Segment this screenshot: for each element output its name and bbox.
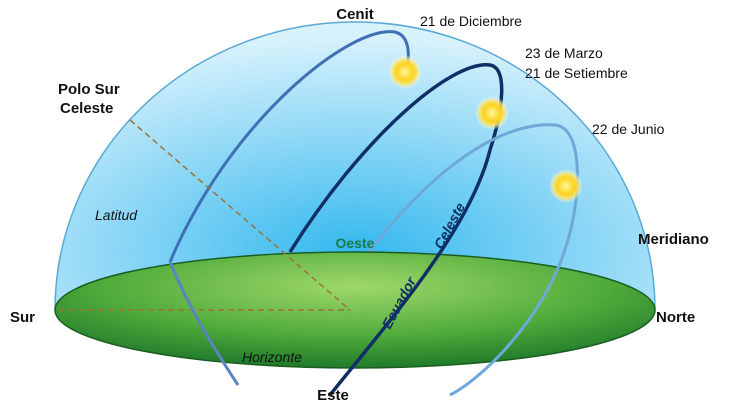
label-latitude: Latitud	[95, 207, 138, 223]
horizon-plane	[54, 251, 656, 369]
label-south: Sur	[10, 309, 35, 326]
label-meridian: Meridiano	[638, 231, 709, 248]
label-north: Norte	[656, 309, 695, 326]
sun-equinox	[475, 96, 509, 130]
label-september: 21 de Setiembre	[525, 65, 628, 81]
label-west: Oeste	[336, 235, 375, 251]
label-east: Este	[317, 387, 349, 404]
sky-dome	[54, 21, 656, 311]
label-horizon: Horizonte	[242, 349, 302, 365]
label-south-pole-2: Celeste	[60, 100, 113, 117]
path-december-front	[168, 261, 240, 386]
latitude-line	[129, 119, 351, 311]
sun-june	[549, 169, 583, 203]
label-march: 23 de Marzo	[525, 45, 603, 61]
path-june-front	[449, 239, 570, 397]
path-december	[168, 30, 410, 263]
path-equator-front	[328, 149, 492, 397]
sun-december	[388, 55, 422, 89]
label-zenith: Cenit	[336, 6, 374, 23]
label-june: 22 de Junio	[592, 121, 665, 137]
label-december: 21 de Diciembre	[420, 13, 522, 29]
label-south-pole-1: Polo Sur	[58, 81, 120, 98]
